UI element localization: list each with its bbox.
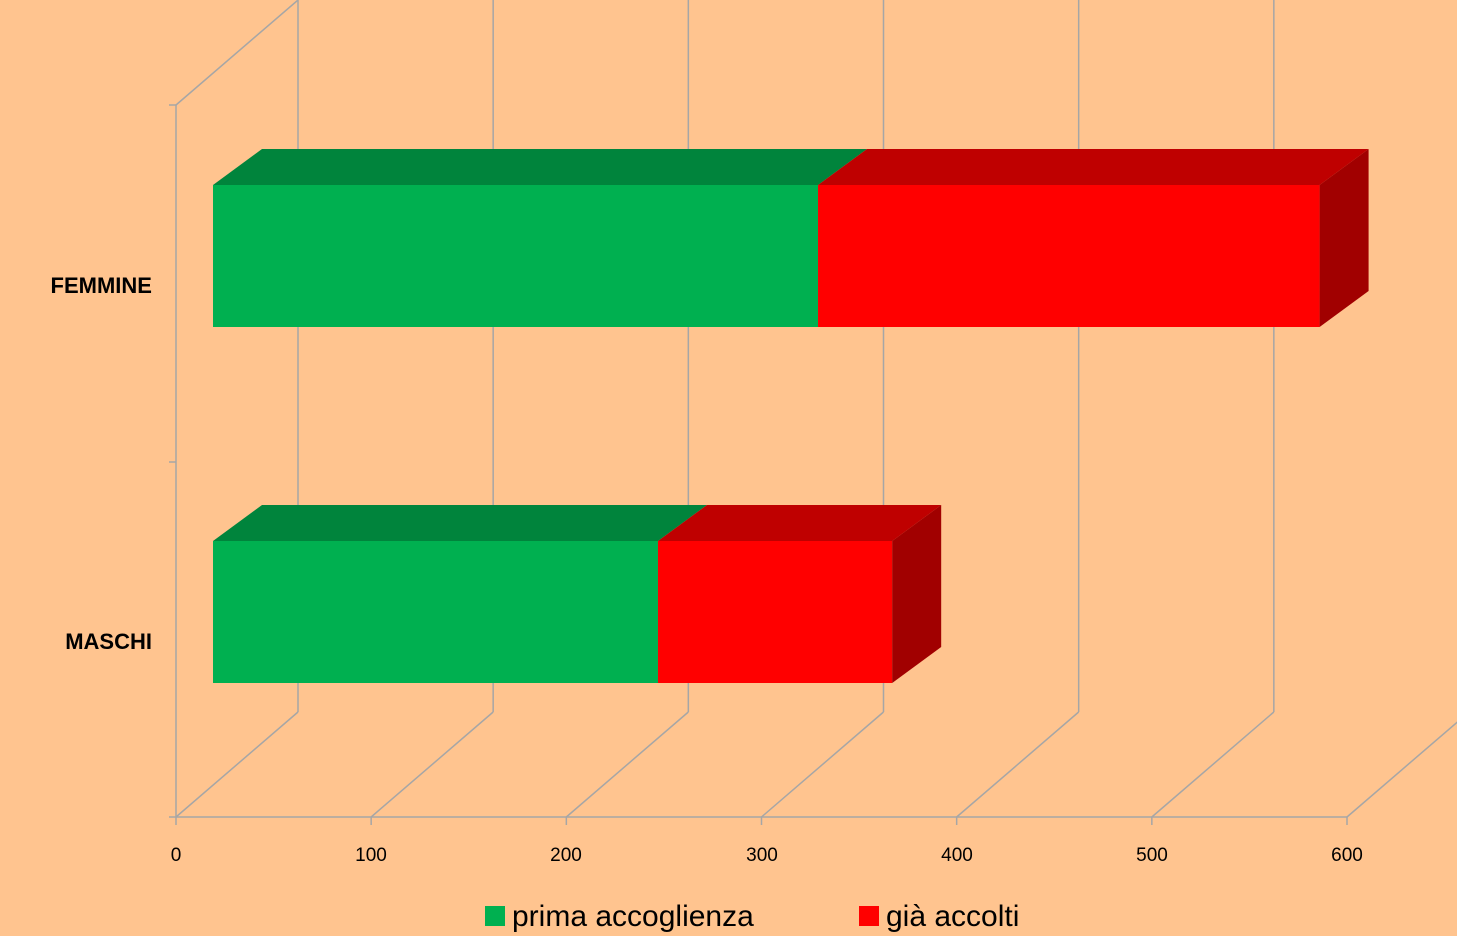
legend-label-prima-accoglienza: prima accoglienza <box>512 900 754 933</box>
legend-swatch-prima-accoglienza <box>485 906 505 926</box>
gridlines <box>169 0 1457 825</box>
x-tick-label: 500 <box>1136 845 1168 866</box>
x-axis-tick-labels: 0 100 200 300 400 500 600 <box>171 845 1363 866</box>
bar-maschi-prima-accoglienza <box>213 541 658 683</box>
legend-label-gia-accolti: già accolti <box>886 900 1019 933</box>
floor-gridline <box>175 711 299 818</box>
bar-maschi-gi-accolti-side <box>892 505 942 683</box>
bar-maschi-prima-accoglienza-top <box>213 505 707 541</box>
floor-gridline <box>370 711 494 818</box>
floor-gridline <box>565 711 689 818</box>
x-tick-label: 600 <box>1331 845 1363 866</box>
bar-maschi-gi-accolti <box>657 541 893 683</box>
bar-femmine-prima-accoglienza-top <box>213 149 868 185</box>
category-label-maschi: MASCHI <box>65 629 152 654</box>
bar-femmine-prima-accoglienza <box>213 185 819 327</box>
floor-gridline <box>1346 721 1457 818</box>
side-wall-top-edge <box>175 0 299 106</box>
category-label-femmine: FEMMINE <box>51 273 152 298</box>
x-tick-label: 200 <box>550 845 582 866</box>
floor-gridline <box>761 711 884 818</box>
x-tick-label: 300 <box>746 845 778 866</box>
x-tick-label: 100 <box>355 845 387 866</box>
bar-femmine-gi-accolti-top <box>818 149 1369 185</box>
legend: prima accoglienza già accolti <box>485 900 1019 933</box>
bar-maschi-gi-accolti-top <box>657 505 942 541</box>
category-labels: FEMMINE MASCHI <box>51 273 152 654</box>
floor-gridline <box>1151 711 1275 818</box>
bar-femmine-gi-accolti-side <box>1319 149 1369 327</box>
legend-swatch-gia-accolti <box>859 906 879 926</box>
bars <box>213 149 1369 683</box>
floor-gridline <box>956 711 1080 818</box>
x-tick-label: 0 <box>171 845 182 866</box>
x-tick-label: 400 <box>941 845 973 866</box>
bar-femmine-gi-accolti <box>818 185 1320 327</box>
